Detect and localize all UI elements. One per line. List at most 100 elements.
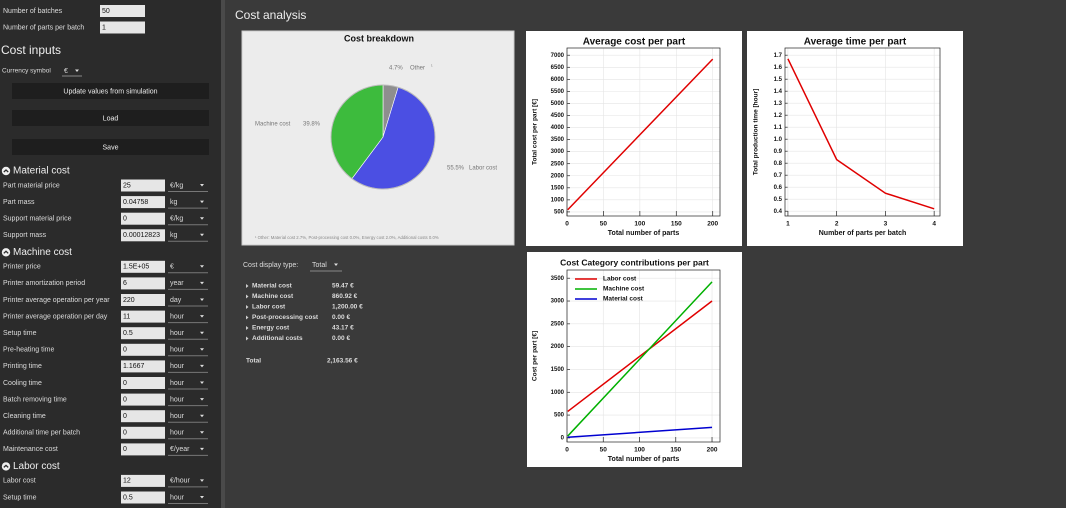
series-line xyxy=(567,58,714,211)
button[interactable] xyxy=(12,110,209,126)
collapse-icon[interactable] xyxy=(1,248,11,257)
plot-frame xyxy=(566,47,721,217)
chart-panel xyxy=(747,31,963,246)
field-label: Maintenance cost xyxy=(3,446,58,453)
text-input[interactable] xyxy=(121,260,165,273)
text-input[interactable] xyxy=(121,410,165,423)
y-tick-label: 6000 xyxy=(551,77,565,83)
input-value: 11 xyxy=(123,313,130,320)
dropdown-arrow[interactable] xyxy=(200,398,204,401)
y-tick-label: 6500 xyxy=(551,65,565,71)
text-input[interactable] xyxy=(121,443,165,456)
dropdown-arrow[interactable] xyxy=(200,233,204,237)
field-label: Currency symbol xyxy=(2,68,51,75)
dropdown-arrow[interactable] xyxy=(200,364,204,368)
dropdown-arrow[interactable] xyxy=(200,331,204,335)
y-tick-label: 4000 xyxy=(551,125,565,131)
dropdown-value: € xyxy=(64,68,68,75)
y-tick-label: 1.4 xyxy=(774,89,783,95)
text-input[interactable] xyxy=(121,360,165,373)
y-tick-label: 5000 xyxy=(551,101,565,107)
x-tick-label: 4 xyxy=(932,221,936,228)
cost-label: Material cost xyxy=(252,283,293,290)
text-input[interactable] xyxy=(121,212,165,225)
dropdown-arrow[interactable] xyxy=(200,265,204,268)
y-tick-label: 2000 xyxy=(551,173,565,179)
y-tick-label: 3500 xyxy=(551,276,565,282)
field-label: Printing time xyxy=(3,363,42,370)
text-input[interactable] xyxy=(121,426,165,439)
dropdown-arrow[interactable] xyxy=(200,184,204,187)
y-tick-label: 1000 xyxy=(551,390,565,396)
unit-dropdown: hour xyxy=(170,347,185,354)
x-tick-label: 50 xyxy=(600,447,608,454)
text-input[interactable] xyxy=(121,377,165,389)
unit-dropdown: €/hour xyxy=(170,478,191,485)
text-input[interactable] xyxy=(121,196,165,209)
bullet xyxy=(246,336,249,341)
unit-dropdown: year xyxy=(170,280,184,287)
dropdown-arrow[interactable] xyxy=(200,496,204,499)
dropdown-arrow[interactable] xyxy=(334,263,338,267)
dropdown-arrow[interactable] xyxy=(200,200,204,204)
plot-frame xyxy=(566,269,721,443)
text-input[interactable] xyxy=(100,21,145,34)
dropdown-arrow[interactable] xyxy=(200,447,204,451)
x-tick-label: 100 xyxy=(634,447,645,454)
button[interactable] xyxy=(12,139,209,155)
text-input[interactable] xyxy=(121,393,165,406)
x-axis-label: Total number of parts xyxy=(608,456,680,463)
section-header: Labor cost xyxy=(13,461,60,472)
dropdown-arrow[interactable] xyxy=(200,315,204,318)
input-value: 0.5 xyxy=(123,494,133,501)
field-label: Pre-heating time xyxy=(3,347,54,354)
dropdown-arrow[interactable] xyxy=(200,217,204,220)
y-tick-label: 4500 xyxy=(551,113,565,119)
input-value: 12 xyxy=(123,478,131,485)
footnote-mark: ¹ xyxy=(431,63,433,69)
collapse-icon[interactable] xyxy=(1,462,11,471)
text-input[interactable] xyxy=(121,229,165,242)
unit-dropdown: €/kg xyxy=(170,216,183,223)
pie-gloss xyxy=(330,84,436,190)
series-line xyxy=(787,58,935,210)
input-value: 0.5 xyxy=(123,330,133,337)
text-input[interactable] xyxy=(121,277,165,290)
field-label: Part mass xyxy=(3,199,35,206)
dropdown-arrow[interactable] xyxy=(200,298,204,302)
text-input[interactable] xyxy=(121,294,165,306)
dropdown-arrow[interactable] xyxy=(200,348,204,351)
text-input[interactable] xyxy=(121,343,165,356)
bullet xyxy=(246,284,249,288)
unit-dropdown: hour xyxy=(170,396,185,403)
y-tick-label: 1.2 xyxy=(774,113,783,119)
text-input[interactable] xyxy=(121,327,165,340)
dropdown-arrow[interactable] xyxy=(200,479,204,482)
text-input[interactable] xyxy=(100,5,145,17)
input-value: 0 xyxy=(123,216,127,223)
chart-title: Average time per part xyxy=(804,37,907,48)
dropdown-arrow[interactable] xyxy=(200,431,204,434)
text-input[interactable] xyxy=(121,474,165,487)
unit-dropdown: hour xyxy=(170,330,185,337)
dropdown-arrow[interactable] xyxy=(75,69,79,73)
x-tick-label: 3 xyxy=(884,221,888,228)
total-value: 2,163.56 € xyxy=(327,358,358,365)
text-input[interactable] xyxy=(121,179,165,192)
x-tick-label: 0 xyxy=(565,221,569,228)
label: Cost display type: xyxy=(243,262,298,269)
dropdown-arrow[interactable] xyxy=(200,414,204,418)
dropdown-arrow[interactable] xyxy=(200,281,204,285)
slice-value-label: 55.5% xyxy=(447,166,465,172)
button[interactable] xyxy=(12,83,209,99)
footnote: ¹ Other: Material cost 2.7%, Post-proces… xyxy=(255,235,439,240)
text-input[interactable] xyxy=(121,310,165,323)
field-label: Number of parts per batch xyxy=(3,24,84,31)
input-value: 0 xyxy=(123,347,127,354)
y-tick-label: 3000 xyxy=(551,299,565,305)
collapse-icon[interactable] xyxy=(1,166,11,176)
dropdown-arrow[interactable] xyxy=(200,381,204,385)
sidebar-scrollbar[interactable] xyxy=(221,0,225,508)
text-input[interactable] xyxy=(121,491,165,504)
chart-title: Cost breakdown xyxy=(344,33,414,43)
